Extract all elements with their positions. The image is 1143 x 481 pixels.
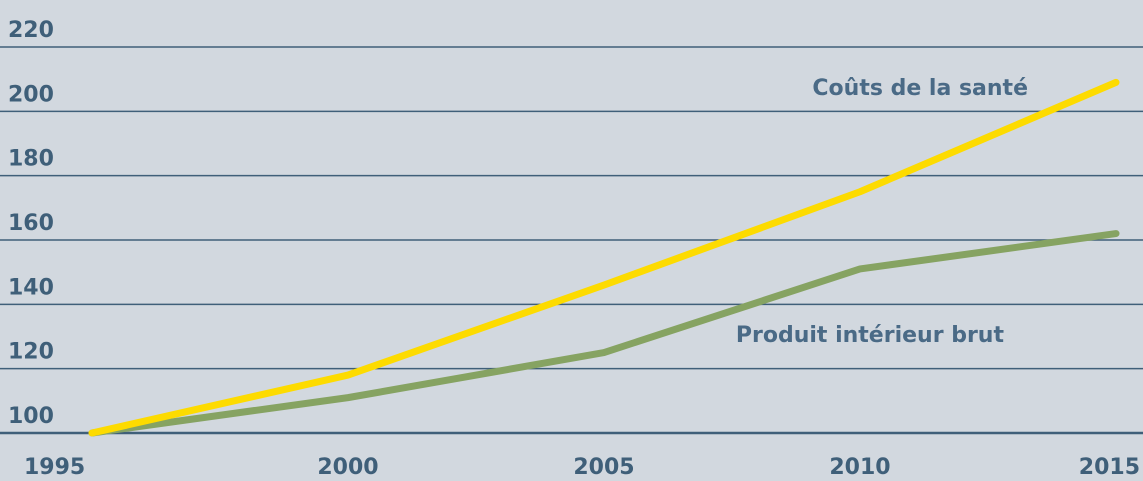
y-tick-label: 200 (8, 82, 54, 107)
y-tick-label: 220 (8, 18, 54, 43)
x-axis-ticks: 1995 2000 2005 2010 2015 (24, 455, 1140, 480)
y-tick-label: 140 (8, 275, 54, 300)
x-tick-label: 2005 (573, 455, 634, 480)
x-tick-label: 1995 (24, 455, 85, 480)
x-tick-label: 2010 (829, 455, 890, 480)
y-axis-ticks: 100 120 140 160 180 200 220 (8, 18, 54, 429)
x-tick-label: 2015 (1079, 455, 1140, 480)
series-label-gdp: Produit intérieur brut (736, 323, 1005, 348)
series-line-health-costs (88, 78, 1120, 437)
series-label-health-costs: Coûts de la santé (812, 76, 1028, 101)
y-tick-label: 180 (8, 147, 54, 172)
y-tick-label: 160 (8, 211, 54, 236)
x-tick-label: 2000 (317, 455, 378, 480)
y-tick-label: 120 (8, 340, 54, 365)
gridlines (0, 46, 1143, 435)
y-tick-label: 100 (8, 404, 54, 429)
series-line-gdp (88, 230, 1120, 437)
